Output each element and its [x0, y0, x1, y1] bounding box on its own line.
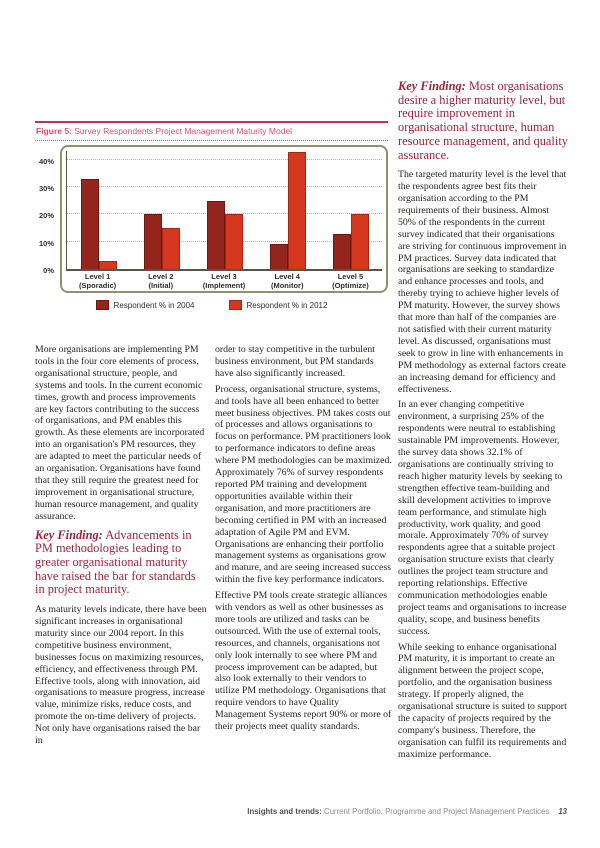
body-paragraph: Effective PM tools create strategic alli… [215, 590, 392, 733]
x-label-sub: (Optimize) [332, 280, 369, 290]
bar-pair [269, 151, 306, 269]
figure-label: Figure 5: [36, 126, 72, 136]
body-paragraph: As maturity levels indicate, there have … [35, 604, 207, 747]
bar-2012-level-1 [98, 260, 117, 269]
x-label-sub: (Monitor) [270, 280, 304, 290]
bar-group-5 [319, 151, 382, 269]
key-finding-lead: Key Finding: [35, 527, 103, 542]
x-label-5: Level 5 (Optimize) [319, 272, 382, 290]
body-paragraph: In an ever changing competitive environm… [398, 399, 567, 637]
page-footer: Insights and trends: Current Portfolio, … [247, 807, 567, 816]
legend-label: Respondent % in 2004 [113, 300, 195, 310]
x-label-sub: (Sporadic) [79, 280, 117, 290]
x-label-sub: (Initial) [148, 280, 174, 290]
bar-2004-level-5 [332, 233, 351, 269]
key-finding: Key Finding: Most organisations desire a… [398, 79, 568, 162]
y-tick-label-40: 40% [38, 156, 54, 166]
chart-legend: Respondent % in 2004 Respondent % in 2012 [35, 300, 388, 310]
bar-group-4 [256, 151, 319, 269]
x-label-level: Level 1 [84, 272, 111, 281]
bar-2012-level-4 [287, 151, 306, 269]
maturity-bar-chart: 0% 10% 20% 30% 40% Level 1 (Sporadic) Level 2(… [35, 145, 388, 293]
x-label-3: Level 3 (Implement) [192, 272, 255, 290]
body-paragraph: order to stay competitive in the turbule… [215, 344, 375, 379]
y-tick-label-20: 20% [38, 211, 54, 221]
y-tick-label-0: 0% [43, 266, 54, 275]
bar-group-1 [67, 151, 130, 269]
x-label-sub: (Implement) [202, 280, 246, 290]
bar-pair [206, 200, 243, 269]
x-label-2: Level 2 (Initial) [129, 272, 192, 290]
x-label-level: Level 4 [274, 272, 300, 281]
x-label-1: Level 1 (Sporadic) [66, 272, 129, 290]
gridline-30 [67, 186, 382, 188]
legend-swatch [95, 300, 109, 310]
body-paragraph: The targeted maturity level is the level… [398, 169, 567, 395]
bar-pair [143, 214, 180, 269]
legend-label: Respondent % in 2012 [246, 300, 328, 310]
gridline-20 [67, 213, 382, 215]
gridline-40 [67, 158, 382, 160]
bar-group-2 [130, 151, 193, 269]
key-finding: Key Finding: Advancements in PM methodol… [35, 527, 196, 597]
column-left: More organisations are implementing PM t… [35, 344, 208, 751]
legend-item: Respondent % in 2012 [228, 300, 328, 310]
y-tick-label-10: 10% [38, 238, 54, 248]
body-paragraph: More organisations are implementing PM t… [35, 344, 205, 522]
x-label-4: Level 4 (Monitor) [256, 272, 319, 290]
x-label-level: Level 3 [211, 272, 237, 281]
footer-report-title: Insights and trends: [247, 807, 322, 816]
bar-groups [67, 151, 382, 269]
chart-plot [66, 151, 382, 271]
y-axis-labels: 0% 10% 20% 30% 40% [35, 151, 57, 275]
body-paragraph: Process, organisational structure, syste… [215, 383, 392, 586]
figure-caption-text: Survey Respondents Project Management Ma… [71, 126, 293, 136]
bar-2004-level-1 [80, 179, 99, 269]
bar-2004-level-2 [143, 214, 162, 269]
legend-item: Respondent % in 2004 [95, 300, 195, 310]
column-middle: order to stay competitive in the turbule… [215, 344, 392, 737]
bar-2012-level-2 [161, 228, 180, 269]
x-label-level: Level 5 [337, 272, 364, 281]
y-tick-label-30: 30% [38, 184, 54, 194]
key-finding-lead: Key Finding: [398, 79, 466, 93]
page-number: 13 [558, 807, 567, 816]
bar-2004-level-3 [206, 200, 225, 269]
legend-swatch [228, 300, 242, 310]
figure-5-block: Figure 5: Survey Respondents Project Man… [35, 121, 388, 310]
bar-group-3 [193, 151, 256, 269]
column-right: Key Finding: Most organisations desire a… [398, 79, 568, 765]
body-paragraph: While seeking to enhance organisational … [398, 641, 567, 760]
bar-2012-level-5 [350, 214, 369, 269]
bar-pair [332, 214, 369, 269]
x-label-level: Level 2 [148, 272, 174, 281]
chart-frame: Level 1 (Sporadic) Level 2 (Initial) Level 3… [60, 145, 388, 293]
bar-pair [80, 179, 117, 269]
x-axis-labels: Level 1 (Sporadic) Level 2 (Initial) Level 3… [66, 272, 382, 290]
bar-2004-level-4 [269, 244, 288, 269]
figure-caption: Figure 5: Survey Respondents Project Man… [35, 121, 388, 141]
bar-2012-level-3 [224, 214, 243, 269]
footer-subtitle: Current Portfolio, Programme and Project… [321, 807, 550, 816]
